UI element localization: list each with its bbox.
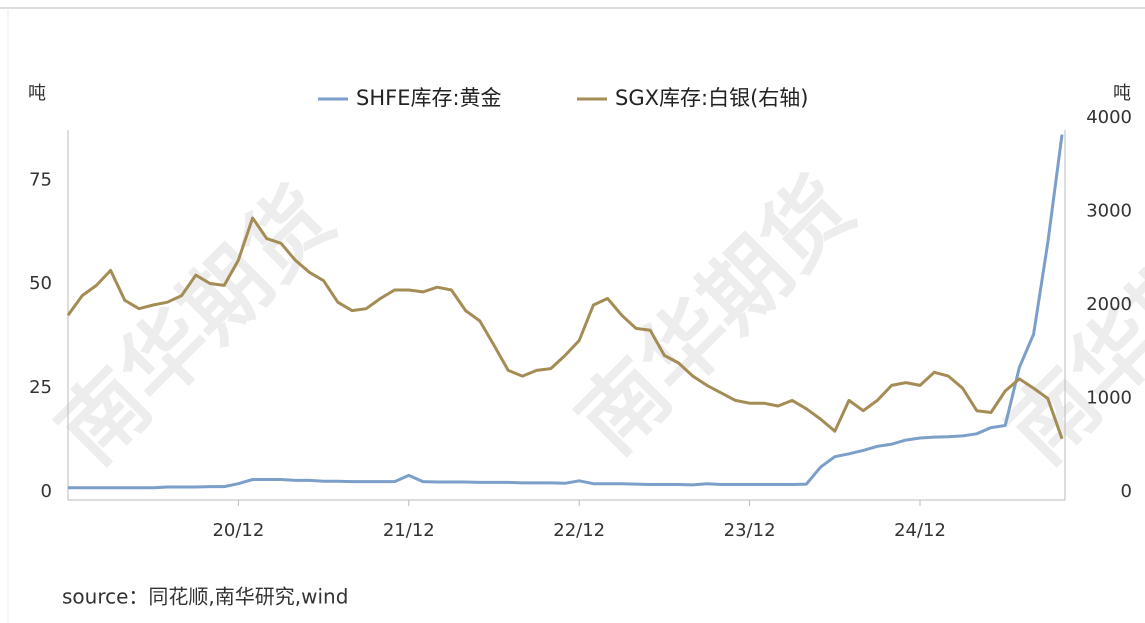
y2-tick-label: 2000 (1086, 294, 1132, 315)
series-line (66, 216, 1064, 440)
x-tick-label: 20/12 (212, 520, 264, 541)
series-line (68, 134, 1064, 490)
y2-tick-label: 4000 (1086, 107, 1132, 128)
y2-tick-label: 1000 (1086, 388, 1132, 409)
y2-unit: 吨 (1113, 83, 1131, 104)
x-tick-label: 21/12 (383, 520, 435, 541)
watermark: 南华期货 (559, 159, 873, 473)
legend-label: SGX库存:白银(右轴) (615, 86, 808, 110)
x-tick-label: 22/12 (553, 520, 605, 541)
y-tick-label: 75 (29, 169, 52, 190)
y-unit: 吨 (28, 83, 46, 104)
y-tick-label: 0 (41, 481, 52, 502)
watermark: 南华期货 (39, 169, 353, 483)
y-tick-label: 50 (29, 273, 52, 294)
source: source：同花顺,南华研究,wind (62, 585, 348, 609)
y-tick-label: 25 (29, 377, 52, 398)
legend-label: SHFE库存:黄金 (356, 86, 502, 110)
y2-tick-label: 3000 (1086, 201, 1132, 222)
y2-tick-label: 0 (1121, 481, 1132, 502)
x-tick-label: 23/12 (724, 520, 776, 541)
x-tick-label: 24/12 (894, 520, 946, 541)
